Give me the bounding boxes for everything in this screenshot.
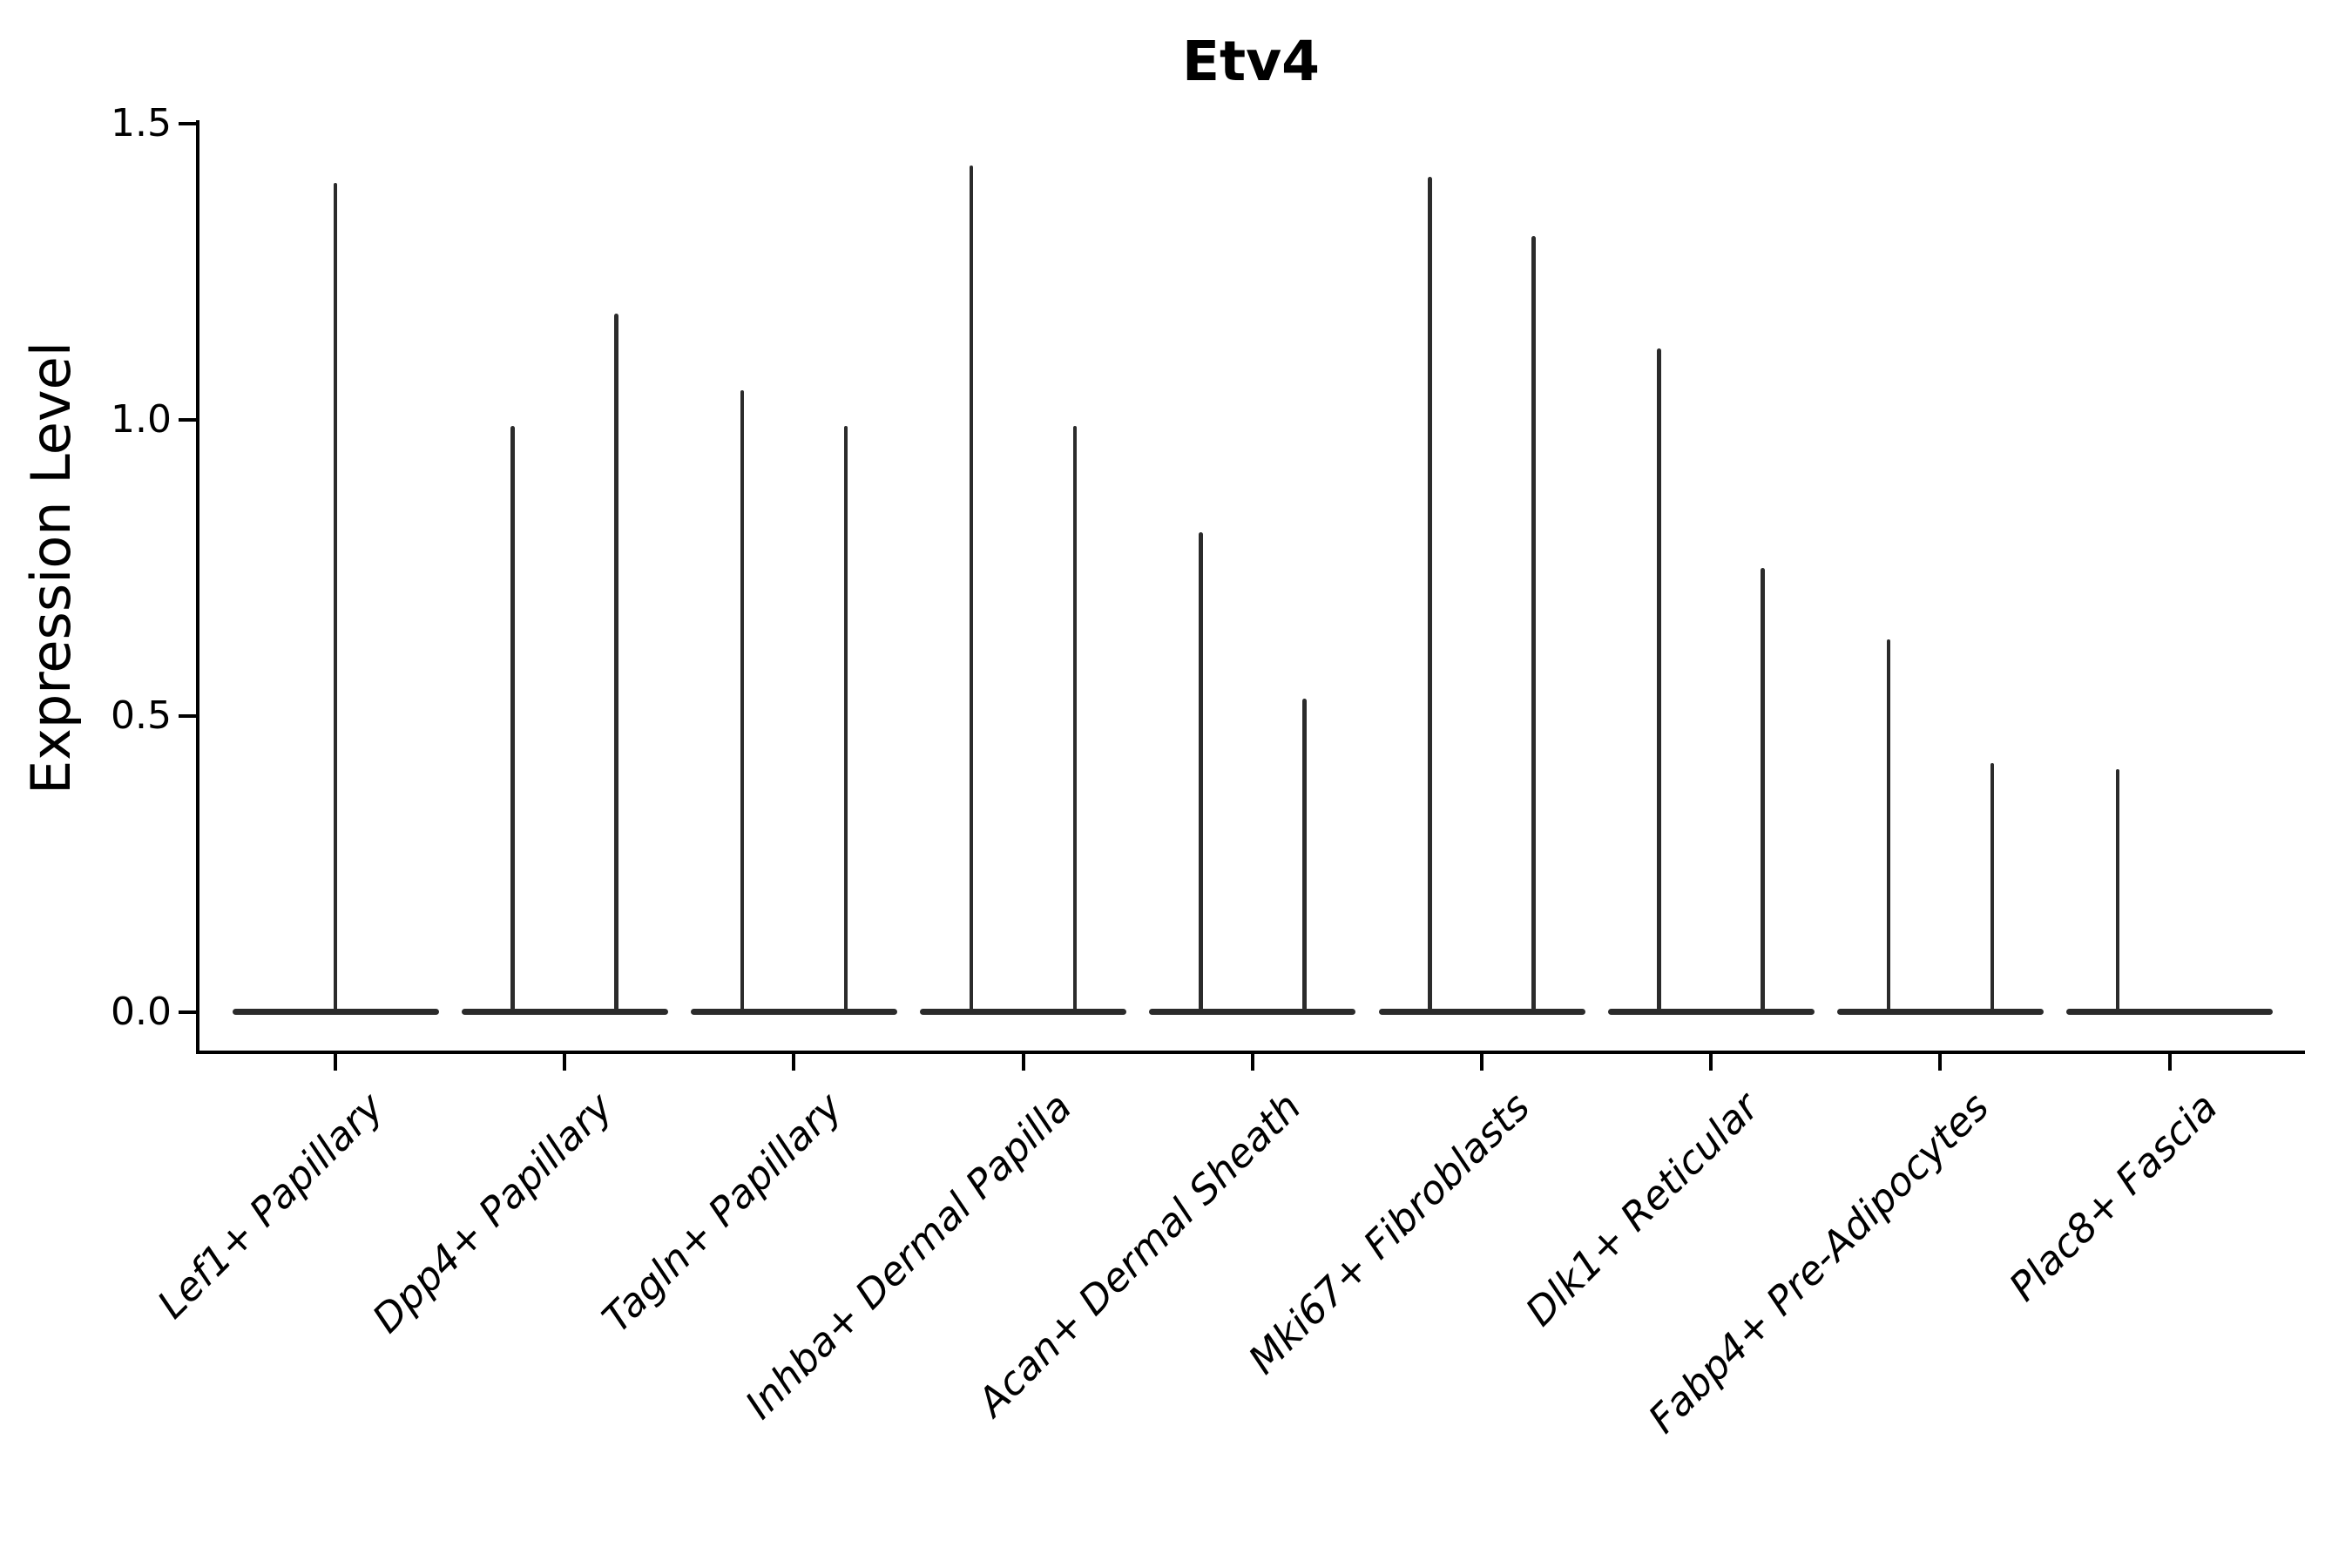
- violin-base: [1378, 1009, 1585, 1015]
- violin-spike: [740, 390, 745, 1010]
- violin-base: [920, 1009, 1127, 1015]
- violin-spike: [1072, 425, 1078, 1010]
- x-tick-label: Dlk1+ Reticular: [1517, 1084, 1768, 1335]
- violin-spike: [1761, 568, 1765, 1010]
- x-tick-mark: [1709, 1052, 1713, 1071]
- x-tick-mark: [334, 1052, 337, 1071]
- violin-spike: [969, 165, 974, 1010]
- violin-base: [2066, 1009, 2274, 1015]
- violin-spike: [1531, 236, 1536, 1010]
- violin-spike: [1990, 763, 1995, 1010]
- violin-spike: [1657, 348, 1661, 1010]
- x-tick-mark: [1250, 1052, 1254, 1071]
- violin-spike: [1199, 532, 1203, 1010]
- y-tick-label: 0.0: [111, 990, 172, 1034]
- violin-spike: [1428, 177, 1432, 1010]
- violin-spike: [1886, 639, 1891, 1010]
- y-tick-label: 0.5: [111, 693, 172, 738]
- x-tick-mark: [563, 1052, 567, 1071]
- violin-base: [1836, 1009, 2044, 1015]
- y-axis-spine: [196, 120, 199, 1054]
- violin-base: [232, 1009, 439, 1015]
- violin-spike: [1302, 698, 1307, 1010]
- y-tick-mark: [179, 418, 196, 422]
- violin-base: [690, 1009, 897, 1015]
- violin-spike: [2115, 769, 2120, 1010]
- x-tick-label: Lef1+ Papillary: [148, 1084, 393, 1328]
- x-tick-mark: [792, 1052, 796, 1071]
- violin-base: [1149, 1009, 1356, 1015]
- x-tick-mark: [1938, 1052, 1943, 1071]
- x-tick-mark: [2167, 1052, 2172, 1071]
- violin-spike: [333, 183, 338, 1010]
- x-axis-spine: [196, 1051, 2305, 1054]
- y-tick-mark: [179, 122, 196, 125]
- y-tick-mark: [179, 1010, 196, 1014]
- violin-base: [1607, 1009, 1815, 1015]
- violin-base: [461, 1009, 668, 1015]
- violin-spike: [614, 313, 618, 1010]
- chart-title-text: Etv4: [1181, 29, 1321, 93]
- x-tick-mark: [1480, 1052, 1484, 1071]
- violin-spike: [510, 425, 515, 1010]
- x-tick-mark: [1021, 1052, 1025, 1071]
- y-tick-mark: [179, 714, 196, 718]
- x-tick-label: Plac8+ Fascia: [2000, 1084, 2227, 1310]
- y-tick-label: 1.0: [111, 397, 172, 442]
- x-tick-label: Tagln+ Papillary: [593, 1084, 851, 1342]
- x-tick-label: Dpp4+ Papillary: [363, 1084, 622, 1342]
- violin-spike: [843, 425, 848, 1010]
- y-tick-label: 1.5: [111, 101, 172, 145]
